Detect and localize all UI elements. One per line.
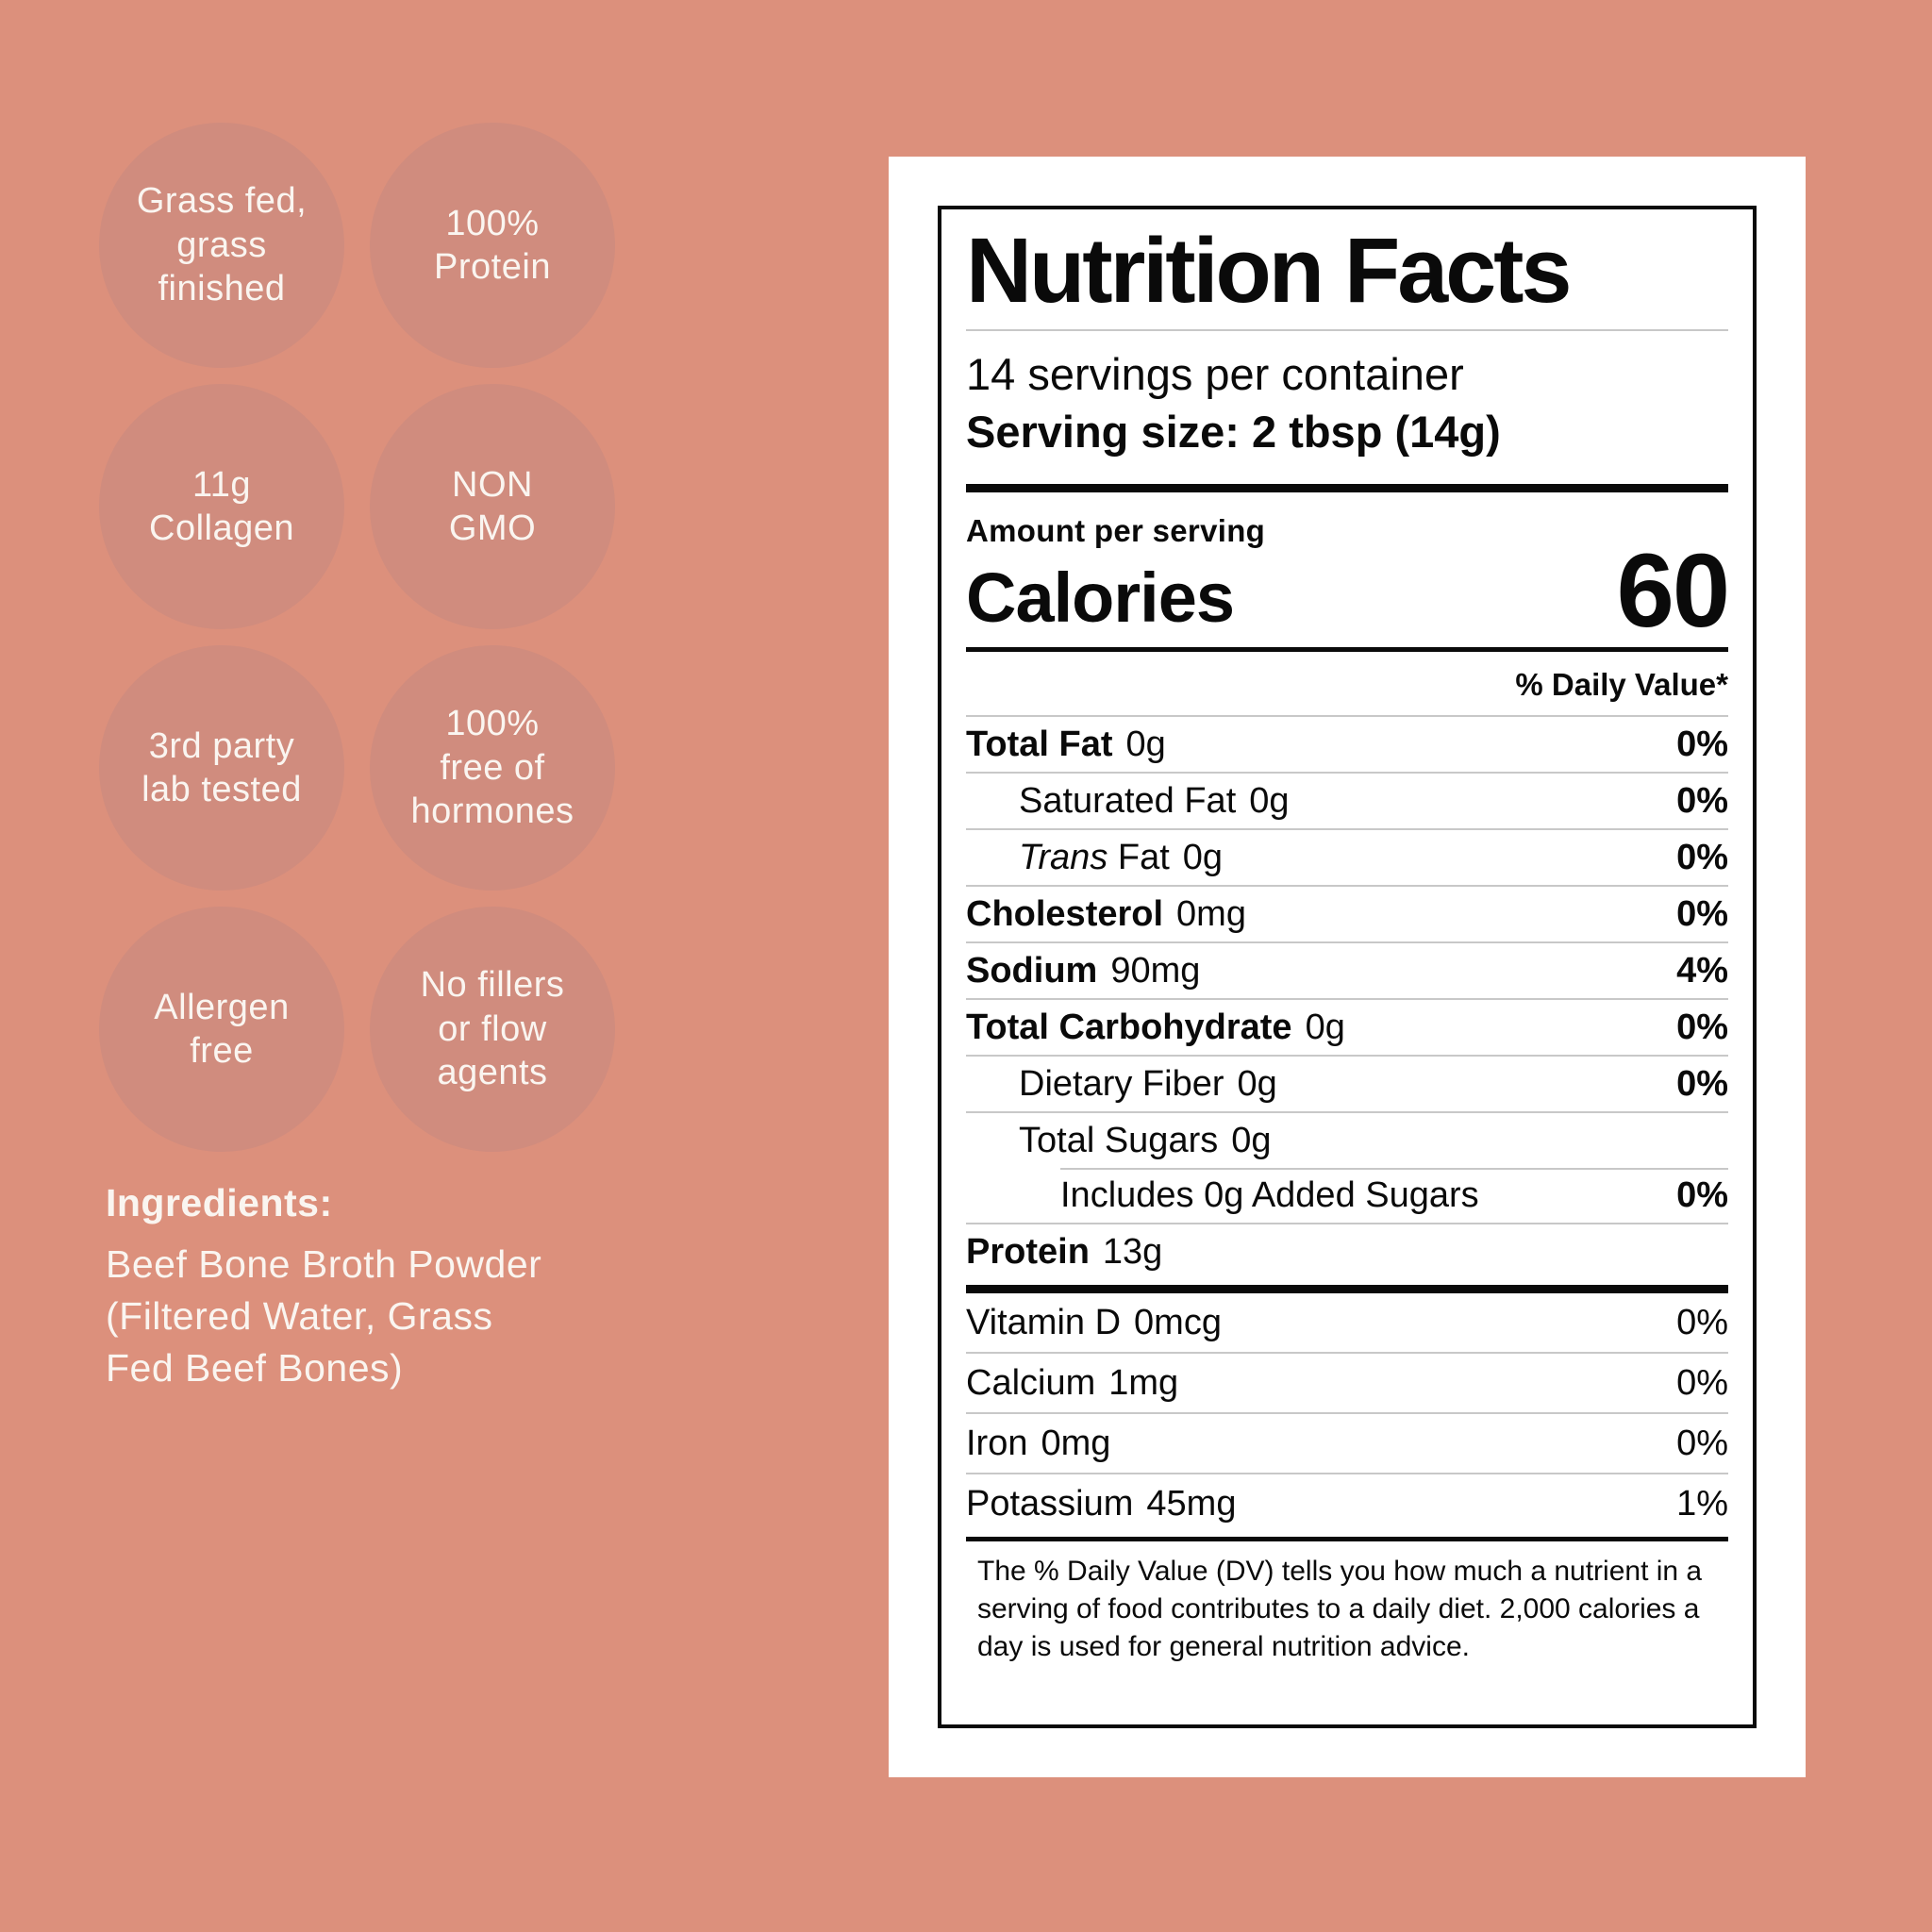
vitamin-amount: 0mcg <box>1134 1302 1222 1342</box>
badge-circle: 3rd party lab tested <box>99 645 344 891</box>
nutrient-amount: 0g <box>1231 1120 1272 1160</box>
nutrient-name: Protein <box>966 1231 1090 1272</box>
badge-circle: Allergen free <box>99 907 344 1152</box>
nutrient-daily-value: 0% <box>1676 837 1728 877</box>
badge-circle: 100% free of hormones <box>370 645 615 891</box>
vitamin-row: Vitamin D 0mcg 0% <box>966 1293 1728 1352</box>
nutrient-amount: 13g <box>1102 1231 1163 1272</box>
nutrient-amount: 0g <box>1237 1063 1277 1104</box>
ingredients-section: Ingredients: Beef Bone Broth Powder (Fil… <box>106 1181 709 1394</box>
nutrient-name: Sodium <box>966 950 1098 991</box>
nutrient-name: Saturated Fat <box>1019 780 1237 821</box>
vitamin-row: Calcium 1mg 0% <box>966 1351 1728 1412</box>
badge-text: NON GMO <box>448 464 537 548</box>
vitamin-amount: 1mg <box>1108 1362 1179 1403</box>
badge-text: Grass fed, grass finished <box>136 181 308 309</box>
vitamin-daily-value: 1% <box>1676 1483 1728 1524</box>
nutrient-name: Total Sugars <box>1019 1120 1219 1160</box>
nutrient-daily-value: 0% <box>1676 780 1728 821</box>
vitamin-name: Potassium <box>966 1483 1134 1524</box>
nutrient-row: Trans Fat 0g 0% <box>966 827 1728 885</box>
vitamin-daily-value: 0% <box>1676 1423 1728 1463</box>
nutrition-label-panel: Nutrition Facts 14 servings per containe… <box>889 157 1806 1777</box>
daily-value-header: % Daily Value* <box>966 652 1728 717</box>
vitamin-row: Iron 0mg 0% <box>966 1411 1728 1473</box>
badge-circle: 11g Collagen <box>99 384 344 629</box>
nutrient-name: Trans Fat <box>1019 837 1170 877</box>
serving-size: Serving size: 2 tbsp (14g) <box>966 406 1501 457</box>
medium-divider-footnote <box>966 1536 1728 1541</box>
thick-divider-vitamins <box>966 1284 1728 1293</box>
badge-text: 3rd party lab tested <box>142 725 302 809</box>
badge-text: 100% free of hormones <box>410 704 575 832</box>
calories-row: Calories 60 <box>966 532 1730 649</box>
vitamin-name: Calcium <box>966 1362 1096 1403</box>
nutrient-daily-value: 0% <box>1676 1174 1728 1215</box>
vitamin-daily-value: 0% <box>1676 1362 1728 1403</box>
nutrient-rows: Total Fat 0g 0% Saturated Fat 0g 0% Trans Fat 0… <box>966 717 1728 1279</box>
badge-text: No fillers or flow agents <box>420 965 565 1093</box>
nutrient-row: Dietary Fiber 0g 0% <box>966 1054 1728 1111</box>
nutrient-name: Total Fat <box>966 724 1113 764</box>
vitamin-name: Vitamin D <box>966 1302 1122 1342</box>
nutrient-daily-value: 0% <box>1676 893 1728 934</box>
badge-circle: NON GMO <box>370 384 615 629</box>
nutrient-name: Cholesterol <box>966 893 1164 934</box>
nutrient-amount: 0g <box>1249 780 1290 821</box>
nutrition-label-box: Nutrition Facts 14 servings per containe… <box>938 206 1757 1728</box>
nutrient-daily-value: 0% <box>1676 1063 1728 1104</box>
nutrient-row: Protein 13g <box>966 1222 1728 1279</box>
nutrient-amount: 0g <box>1125 724 1166 764</box>
nutrient-row: Total Fat 0g 0% <box>966 717 1728 772</box>
vitamin-name: Iron <box>966 1423 1028 1463</box>
vitamin-amount: 0mg <box>1041 1423 1111 1463</box>
badge-circle: Grass fed, grass finished <box>99 123 344 368</box>
nutrient-row: Total Carbohydrate 0g 0% <box>966 997 1728 1055</box>
nutrient-daily-value: 4% <box>1676 950 1728 991</box>
badge-circle: 100% Protein <box>370 123 615 368</box>
nutrition-facts-title: Nutrition Facts <box>966 224 1728 331</box>
vitamin-amount: 45mg <box>1146 1483 1237 1524</box>
nutrient-amount: 0g <box>1182 837 1224 877</box>
ingredients-heading: Ingredients: <box>106 1181 333 1224</box>
nutrient-row: Cholesterol 0mg 0% <box>966 884 1728 941</box>
servings-per-container: 14 servings per container <box>966 348 1464 399</box>
nutrient-row: Includes 0g Added Sugars 0% <box>966 1167 1728 1223</box>
vitamin-daily-value: 0% <box>1676 1302 1728 1342</box>
nutrient-name: Includes 0g Added Sugars <box>1060 1174 1479 1215</box>
nutrient-row: Saturated Fat 0g 0% <box>966 771 1728 828</box>
badge-text: 100% Protein <box>434 203 551 287</box>
medium-divider-calories <box>966 646 1728 652</box>
ingredients-text: Beef Bone Broth Powder (Filtered Water, … <box>106 1242 542 1390</box>
badge-circle: No fillers or flow agents <box>370 907 615 1152</box>
nutrient-amount: 0mg <box>1176 893 1246 934</box>
nutrient-row: Sodium 90mg 4% <box>966 941 1728 998</box>
vitamin-row: Potassium 45mg 1% <box>966 1472 1728 1533</box>
badge-grid: Grass fed, grass finished 100% Protein 11g… <box>99 123 615 1152</box>
nutrient-name: Total Carbohydrate <box>966 1007 1292 1047</box>
nutrient-amount: 90mg <box>1110 950 1201 991</box>
nutrient-amount: 0g <box>1305 1007 1345 1047</box>
amount-per-serving-label: Amount per serving <box>966 512 1266 548</box>
thick-divider-top <box>966 483 1728 492</box>
calories-label: Calories <box>966 558 1235 638</box>
calories-value: 60 <box>1616 532 1730 649</box>
badge-text: 11g Collagen <box>149 464 294 548</box>
badge-text: Allergen free <box>154 987 290 1071</box>
vitamin-rows: Vitamin D 0mcg 0% Calcium 1mg 0% Iron 0mg 0% Pota… <box>966 1293 1728 1533</box>
footnote-text: The % Daily Value (DV) tells you how muc… <box>977 1555 1703 1663</box>
nutrient-name: Dietary Fiber <box>1019 1063 1224 1104</box>
nutrient-daily-value: 0% <box>1676 724 1728 764</box>
nutrient-row: Total Sugars 0g <box>966 1110 1728 1168</box>
nutrient-daily-value: 0% <box>1676 1007 1728 1047</box>
